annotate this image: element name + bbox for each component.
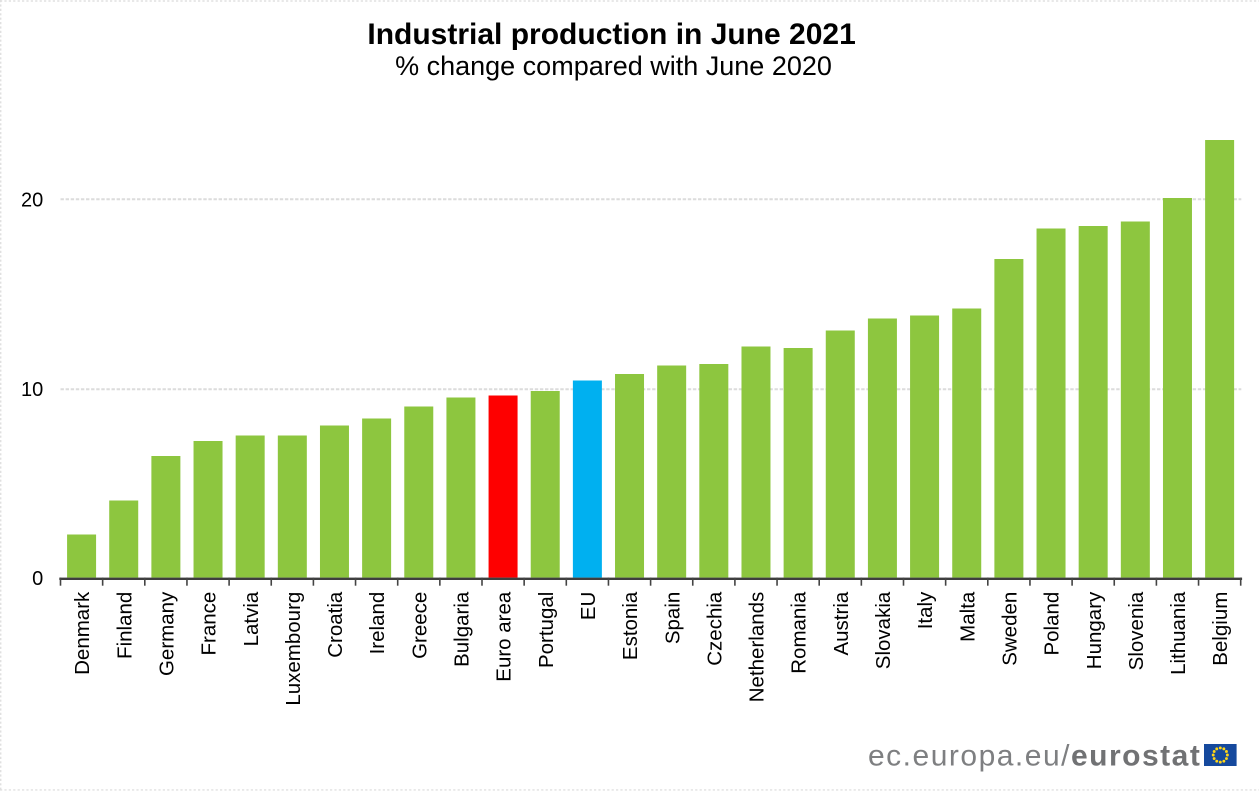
svg-text:Germany: Germany [155, 591, 178, 676]
svg-text:0: 0 [32, 568, 43, 590]
svg-text:Italy: Italy [914, 591, 937, 629]
svg-text:Croatia: Croatia [324, 591, 347, 658]
svg-text:Finland: Finland [113, 592, 136, 659]
svg-text:Greece: Greece [408, 592, 431, 659]
svg-text:Netherlands: Netherlands [746, 592, 769, 703]
svg-text:Denmark: Denmark [71, 591, 94, 675]
svg-text:Austria: Austria [830, 591, 853, 655]
svg-text:20: 20 [21, 189, 43, 211]
svg-text:% change compared with June 20: % change compared with June 2020 [395, 51, 832, 81]
svg-text:Sweden: Sweden [998, 592, 1021, 666]
svg-text:Bulgaria: Bulgaria [451, 591, 474, 667]
svg-text:Euro area: Euro area [493, 591, 516, 682]
svg-text:Poland: Poland [1041, 592, 1064, 656]
svg-text:Czechia: Czechia [703, 591, 726, 666]
svg-text:10: 10 [21, 379, 43, 401]
svg-text:Ireland: Ireland [366, 592, 389, 655]
svg-text:Belgium: Belgium [1209, 592, 1232, 666]
svg-text:Industrial production in June: Industrial production in June 2021 [367, 18, 855, 51]
svg-text:Latvia: Latvia [240, 591, 263, 646]
svg-text:Slovakia: Slovakia [872, 591, 895, 669]
svg-text:Malta: Malta [956, 591, 979, 642]
svg-text:Romania: Romania [788, 591, 811, 674]
svg-text:Hungary: Hungary [1083, 591, 1106, 669]
svg-text:Estonia: Estonia [619, 591, 642, 660]
svg-text:Lithuania: Lithuania [1167, 591, 1190, 675]
svg-text:ec.europa.eu/eurostat: ec.europa.eu/eurostat [868, 739, 1201, 772]
svg-text:Luxembourg: Luxembourg [282, 592, 305, 706]
svg-text:Slovenia: Slovenia [1125, 591, 1148, 670]
svg-text:EU: EU [577, 592, 600, 620]
svg-text:Spain: Spain [661, 592, 684, 644]
svg-text:France: France [198, 592, 221, 656]
svg-text:Portugal: Portugal [535, 592, 558, 668]
